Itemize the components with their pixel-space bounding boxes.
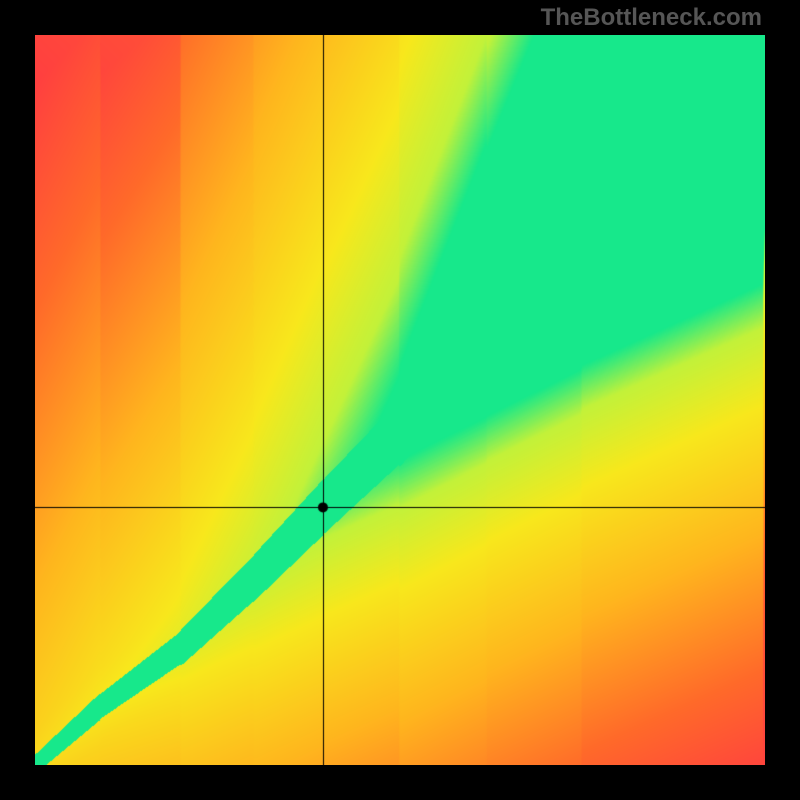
border-right	[765, 0, 800, 800]
heatmap-canvas	[35, 35, 765, 765]
watermark-text: TheBottleneck.com	[541, 4, 762, 32]
border-left	[0, 0, 35, 800]
border-bottom	[0, 765, 800, 800]
